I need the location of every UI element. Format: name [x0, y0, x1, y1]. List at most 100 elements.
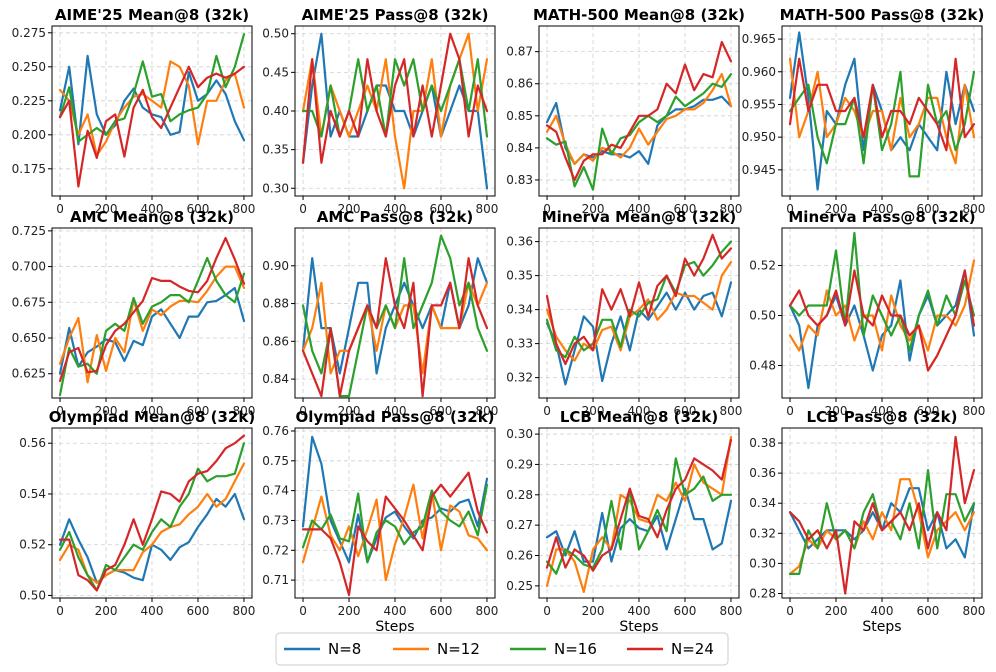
plot-frame: [781, 427, 983, 599]
x-tick-label: 600: [187, 604, 210, 618]
x-tick-label: 0: [543, 404, 551, 418]
x-tick-label: 800: [720, 604, 743, 618]
plot-frame: [538, 25, 740, 197]
subplot-lcb-mean-8-32k: LCB Mean@8 (32k) 0.25 0.26 0.27 0.28 0.29 0.30…: [506, 408, 742, 635]
y-tick-label: 0.200: [12, 128, 46, 142]
y-tick-label: 0.29: [506, 457, 533, 471]
subplot-minerva-mean-8-32k: Minerva Mean@8 (32k) 0.32 0.33 0.34 0.35 0.36…: [506, 208, 742, 418]
y-tick-label: 0.675: [12, 295, 46, 309]
x-tick-label: 800: [720, 202, 743, 216]
series-line-n8: [58, 286, 246, 375]
series-line-n24: [788, 269, 976, 372]
y-tick-label: 0.32: [506, 371, 533, 385]
y-tick-label: 0.250: [12, 60, 46, 74]
y-tick-label: 0.45: [262, 65, 289, 79]
x-tick-label: 800: [720, 404, 743, 418]
series-line-n24: [545, 439, 733, 572]
plot-frame: [294, 227, 496, 399]
x-tick-label: 800: [233, 202, 256, 216]
x-tick-label: 400: [384, 604, 407, 618]
subplot-title: AIME'25 Pass@8 (32k): [302, 6, 489, 24]
series-line-n12: [788, 57, 976, 165]
series-line-n16: [301, 58, 489, 138]
series-line-n24: [788, 435, 976, 595]
x-tick-label: 400: [141, 604, 164, 618]
x-tick-label: 400: [141, 404, 164, 418]
y-tick-label: 0.225: [12, 94, 46, 108]
x-tick-label: 800: [233, 604, 256, 618]
x-tick-label: 0: [299, 202, 307, 216]
y-tick-label: 0.48: [749, 359, 776, 373]
x-tick-label: 200: [95, 604, 118, 618]
subplot-title: AIME'25 Mean@8 (32k): [55, 6, 249, 24]
subplot-title: Minerva Pass@8 (32k): [788, 208, 975, 226]
series-line-n24: [545, 233, 733, 366]
x-tick-label: 400: [628, 404, 651, 418]
y-tick-label: 0.36: [749, 466, 776, 480]
y-tick-label: 0.86: [262, 334, 289, 348]
subplot-olympiad-pass-8-32k: Olympiad Pass@8 (32k) 0.71 0.72 0.73 0.74 0.7…: [262, 408, 498, 635]
y-tick-label: 0.32: [749, 526, 776, 540]
y-tick-label: 0.945: [742, 163, 776, 177]
y-tick-label: 0.36: [506, 235, 533, 249]
subplot-title: Minerva Mean@8 (32k): [542, 208, 737, 226]
series-line-n12: [545, 436, 733, 594]
x-tick-label: 600: [187, 404, 210, 418]
y-tick-label: 0.28: [749, 586, 776, 600]
x-tick-label: 200: [582, 202, 605, 216]
subplot-math-500-pass-8-32k: MATH-500 Pass@8 (32k) 0.945 0.950 0.955 0.96…: [742, 6, 986, 216]
x-tick-label: 800: [963, 202, 986, 216]
y-tick-label: 0.175: [12, 162, 46, 176]
series-line-n8: [301, 435, 489, 564]
x-axis-label: Steps: [862, 619, 901, 635]
legend-label-n16: N=16: [554, 640, 597, 658]
y-tick-label: 0.88: [262, 297, 289, 311]
subplot-minerva-pass-8-32k: Minerva Pass@8 (32k) 0.48 0.50 0.52 0 200 400 6…: [749, 208, 985, 418]
subplot-title: MATH-500 Mean@8 (32k): [533, 6, 745, 24]
x-tick-label: 200: [825, 202, 848, 216]
y-tick-label: 0.84: [262, 372, 289, 386]
y-tick-label: 0.28: [506, 488, 533, 502]
plot-frame: [294, 427, 496, 599]
y-tick-label: 0.84: [506, 141, 533, 155]
x-tick-label: 200: [582, 404, 605, 418]
series-line-n16: [58, 442, 246, 592]
y-tick-label: 0.27: [506, 518, 533, 532]
x-tick-label: 0: [543, 604, 551, 618]
subplot-title: Olympiad Mean@8 (32k): [49, 408, 255, 426]
x-tick-label: 600: [430, 604, 453, 618]
plot-frame: [781, 227, 983, 399]
subplot-title: LCB Mean@8 (32k): [560, 408, 718, 426]
series-line-n16: [545, 457, 733, 575]
x-tick-label: 200: [825, 404, 848, 418]
y-tick-label: 0.50: [19, 588, 46, 602]
y-tick-label: 0.52: [19, 538, 46, 552]
subplot-title: AMC Mean@8 (32k): [70, 208, 234, 226]
y-tick-label: 0.72: [262, 543, 289, 557]
series-line-n8: [545, 487, 733, 563]
x-tick-label: 200: [338, 604, 361, 618]
plot-frame: [51, 25, 253, 197]
x-tick-label: 800: [963, 604, 986, 618]
y-tick-label: 0.26: [506, 549, 533, 563]
x-tick-label: 0: [786, 404, 794, 418]
x-tick-label: 0: [299, 604, 307, 618]
series-line-n16: [58, 256, 246, 397]
series-line-n16: [788, 231, 976, 352]
x-tick-label: 600: [674, 404, 697, 418]
series-line-n12: [58, 60, 246, 157]
subplot-title: Olympiad Pass@8 (32k): [295, 408, 494, 426]
series-line-n8: [301, 32, 489, 190]
x-tick-label: 800: [476, 404, 499, 418]
y-tick-label: 0.625: [12, 367, 46, 381]
subplot-math-500-mean-8-32k: MATH-500 Mean@8 (32k) 0.83 0.84 0.85 0.86 0.8…: [506, 6, 745, 216]
subplot-lcb-pass-8-32k: LCB Pass@8 (32k) 0.28 0.30 0.32 0.34 0.36 0.38…: [749, 408, 985, 635]
legend-frame: [275, 632, 729, 666]
x-tick-label: 600: [430, 202, 453, 216]
series-line-n24: [788, 57, 976, 152]
series-line-n24: [301, 257, 489, 398]
series-line-n24: [545, 40, 733, 182]
y-tick-label: 0.30: [749, 556, 776, 570]
series-line-n12: [788, 259, 976, 352]
x-tick-label: 600: [187, 202, 210, 216]
